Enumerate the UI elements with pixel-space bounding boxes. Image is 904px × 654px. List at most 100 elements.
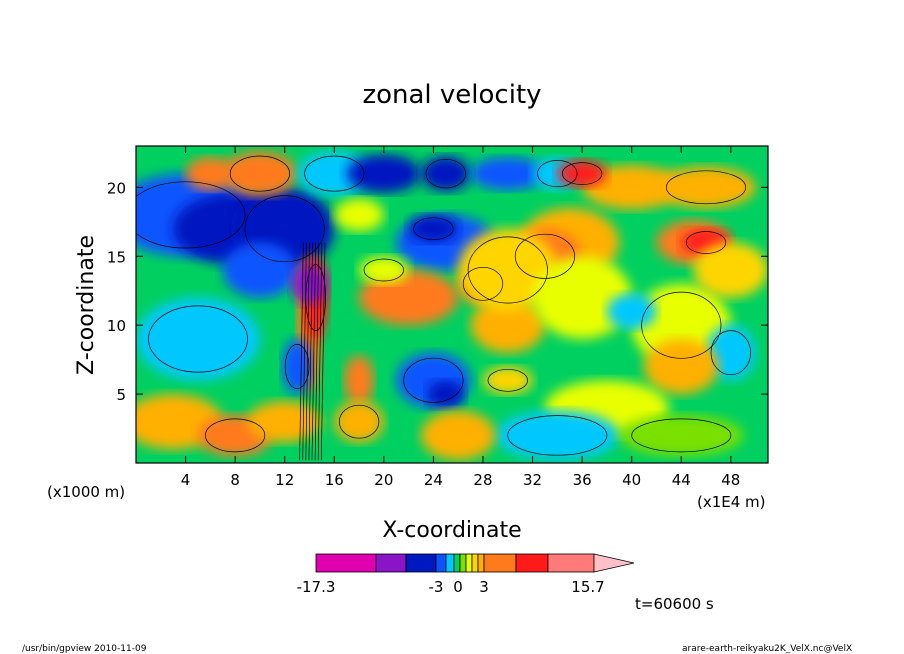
field-cell (334, 198, 384, 232)
contour-line (244, 195, 325, 263)
field-cell (483, 366, 533, 395)
y-tick-label: 15 (107, 248, 126, 266)
contour-line (710, 330, 751, 376)
contour-line (561, 162, 603, 185)
colorbar-tick-label: -17.3 (297, 578, 336, 596)
contour-line (685, 231, 727, 254)
colorbar (315, 553, 635, 573)
colorbar-segment (471, 553, 479, 573)
contour-line (363, 258, 404, 282)
contour-line (631, 418, 732, 453)
contour-line (299, 242, 304, 461)
colorbar-segment (375, 553, 407, 573)
field-cell (458, 228, 558, 312)
field-cell (693, 242, 768, 298)
field-cell (631, 283, 731, 367)
colorbar-segment (445, 553, 455, 573)
contour-line (403, 357, 464, 403)
y-axis-label: Z-coordinate (74, 235, 99, 375)
contour-line (302, 242, 307, 461)
plot-frame (135, 145, 769, 464)
field-cell (136, 297, 260, 381)
colorbar-segment (515, 553, 549, 573)
contour-line (311, 242, 317, 461)
contour-line (487, 368, 528, 392)
field-cell (532, 256, 632, 339)
colorbar-tick-label: -3 (429, 578, 444, 596)
chart-title: zonal velocity (362, 80, 541, 110)
time-annotation: t=60600 s (635, 595, 714, 613)
x-tick-label: 16 (325, 471, 344, 489)
colorbar-segment (477, 553, 485, 573)
y-unit-label: (x1000 m) (47, 483, 125, 501)
field-cell (644, 338, 719, 395)
contour-line (425, 158, 466, 189)
contour-line (462, 266, 504, 301)
field-cell (247, 401, 322, 443)
x-tick-label: 36 (573, 471, 592, 489)
field-cell (427, 380, 465, 408)
colorbar-segment (435, 553, 447, 573)
field-cell (656, 166, 756, 208)
colorbar-tick-label: 3 (479, 578, 489, 596)
colorbar-tick-label: 0 (453, 578, 463, 596)
y-tick-label: 20 (107, 179, 126, 197)
colorbar-segment (547, 553, 595, 573)
colorbar-extend-arrow (593, 553, 635, 573)
colorbar-segment (405, 553, 437, 573)
field-cell (222, 242, 298, 298)
field-cell (290, 263, 329, 305)
footer-right: arare-earth-reikyaku2K_VelX.nc@VelX (682, 644, 852, 654)
x-tick-label: 20 (374, 471, 393, 489)
x-tick-label: 4 (181, 471, 191, 489)
contour-line (148, 305, 248, 373)
x-axis-label: X-coordinate (382, 518, 521, 543)
x-tick-label: 8 (230, 471, 240, 489)
contour-line (514, 233, 575, 279)
contour-line (537, 160, 578, 188)
y-tick-label: 5 (116, 386, 126, 404)
velocity-field (136, 151, 768, 461)
contour-line (641, 291, 722, 359)
footer-left: /usr/bin/gpview 2010-11-09 (22, 644, 147, 654)
field-cell (421, 155, 471, 192)
colorbar-segment (465, 553, 473, 573)
field-cell (470, 157, 545, 191)
contour-line (338, 404, 380, 439)
contour-line (229, 155, 290, 192)
contour-line (205, 418, 266, 453)
x-axis: 4 8 12 16 20 24 28 32 36 40 44 48 (181, 146, 740, 489)
x-tick-label: 32 (523, 471, 542, 489)
colorbar-segment (453, 553, 461, 573)
contour-line (314, 242, 320, 461)
colorbar-tick-label: 15.7 (571, 578, 604, 596)
x-tick-label: 44 (672, 471, 691, 489)
field-cell (334, 401, 384, 443)
contour-line (665, 170, 747, 205)
contour-line (284, 344, 310, 389)
contour-line (320, 242, 326, 461)
heatmap-plot (136, 146, 768, 463)
contour-line (304, 155, 365, 192)
contour-lines (136, 155, 751, 461)
contour-line (467, 236, 548, 304)
field-cell (346, 154, 421, 193)
contour-line (507, 415, 608, 456)
colorbar-segment (315, 553, 377, 573)
colorbar-segment (459, 553, 467, 573)
contour-line (305, 242, 310, 461)
contour-line (413, 217, 454, 241)
contour-line (317, 242, 323, 461)
y-axis: 5 10 15 20 (107, 179, 768, 404)
field-cell (495, 410, 620, 461)
field-cell (470, 297, 545, 353)
x-tick-label: 40 (622, 471, 641, 489)
contour-line (308, 242, 313, 461)
field-cell (359, 256, 409, 284)
x-tick-label: 24 (424, 471, 443, 489)
field-cell (297, 151, 372, 196)
field-cell (606, 293, 657, 330)
x-unit-label: (x1E4 m) (697, 493, 766, 511)
colorbar-tick-labels: -17.3 -3 0 3 15.7 (297, 578, 605, 596)
